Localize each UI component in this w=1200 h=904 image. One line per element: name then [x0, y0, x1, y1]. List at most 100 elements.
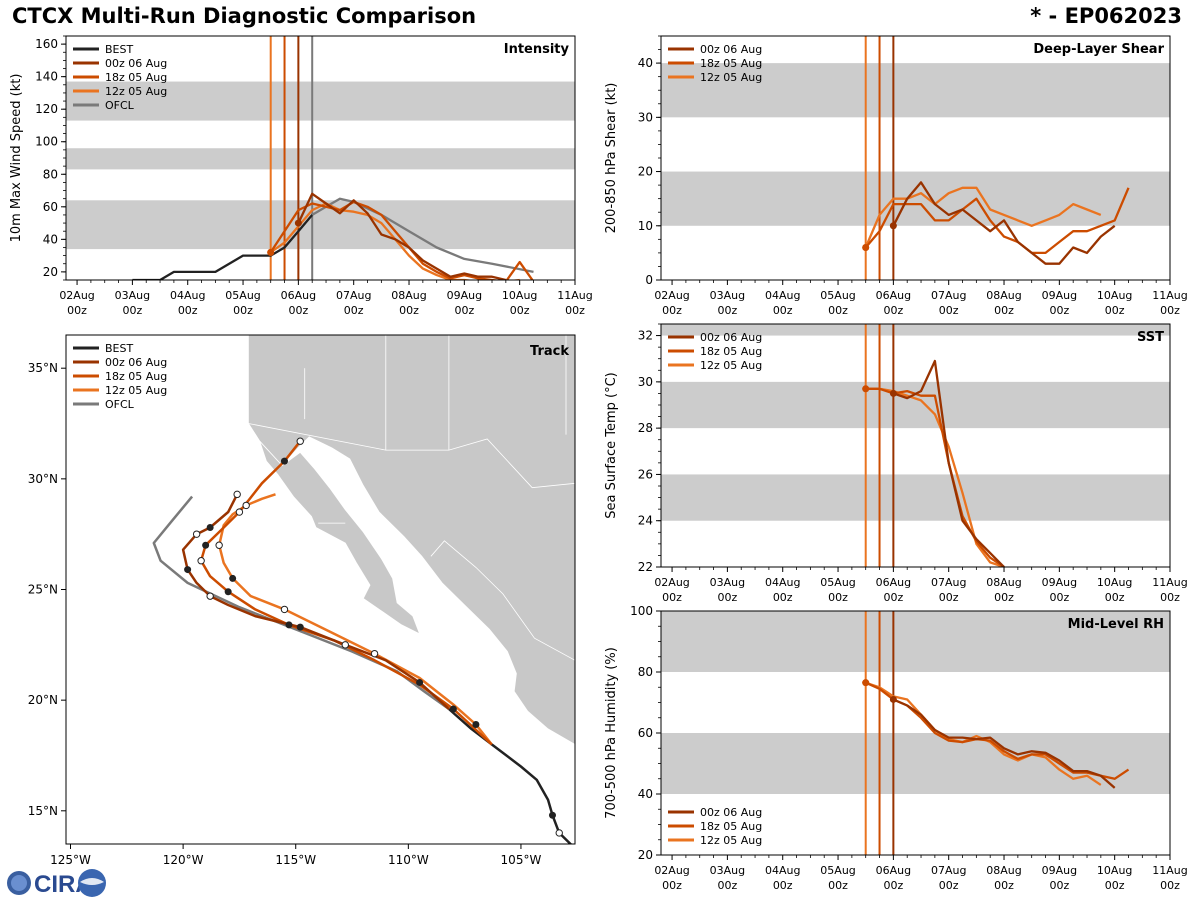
legend-entry: 18z 05 Aug — [105, 370, 167, 383]
x-tick-sublabel: 00z — [510, 304, 530, 317]
legend-entry: OFCL — [105, 398, 135, 411]
y-tick-label: 10 — [638, 219, 653, 233]
x-tick-label: 110°W — [388, 853, 429, 867]
y-axis-label: Sea Surface Temp (°C) — [604, 372, 619, 519]
y-tick-label: 26 — [638, 467, 653, 481]
legend-entry: 18z 05 Aug — [105, 71, 167, 84]
x-tick-label: 07Aug — [931, 864, 966, 877]
y-axis-label: 200-850 hPa Shear (kt) — [604, 83, 619, 234]
x-tick-sublabel: 00z — [344, 304, 364, 317]
shaded-band — [661, 324, 1170, 336]
x-tick-label: 05Aug — [820, 289, 855, 302]
series-start-point — [889, 695, 897, 703]
x-tick-label: 07Aug — [931, 289, 966, 302]
axes-frame — [660, 323, 1171, 568]
legend-entry: 00z 06 Aug — [105, 356, 167, 369]
legend-entry: BEST — [105, 43, 133, 56]
x-tick-label: 09Aug — [1042, 864, 1077, 877]
y-tick-label: 20 — [43, 265, 58, 279]
x-tick-label: 04Aug — [765, 289, 800, 302]
x-tick-sublabel: 00z — [454, 304, 474, 317]
chart-title: Track — [530, 344, 569, 359]
track-point-hollow — [215, 541, 223, 549]
track-point-filled — [416, 678, 424, 686]
chart-track: 125°W 120°W 115°W 110°W 105°W 15°N 20°N 25°N 30°… — [28, 334, 576, 867]
border-line — [430, 540, 575, 661]
x-tick-label: 105°W — [501, 853, 542, 867]
x-tick-label: 08Aug — [391, 289, 426, 302]
track-point-filled — [224, 588, 232, 596]
y-tick-label: 22 — [638, 560, 653, 574]
shaded-band — [661, 474, 1170, 521]
track-point-hollow — [280, 605, 289, 614]
x-tick-sublabel: 00z — [1160, 879, 1180, 892]
x-tick-sublabel: 00z — [828, 304, 848, 317]
chart-sst: 22 24 26 28 30 32 02Aug 00z 03Aug 00z 04Aug 00z 05Au… — [604, 323, 1188, 604]
chart-title: Intensity — [504, 42, 570, 57]
shaded-band — [661, 611, 1170, 672]
y-tick-label: 60 — [638, 726, 653, 740]
chart-rh: 20 40 60 80 100 02Aug 00z 03Aug 00z 04Aug 00z 05Aug… — [604, 604, 1188, 892]
x-tick-sublabel: 00z — [662, 591, 682, 604]
track-point-filled — [229, 574, 237, 582]
track-point-hollow — [296, 437, 304, 445]
x-tick-sublabel: 00z — [1049, 591, 1069, 604]
track-point-filled — [285, 621, 293, 629]
x-tick-label: 02Aug — [654, 576, 689, 589]
track-point-hollow — [341, 641, 349, 649]
x-tick-label: 06Aug — [876, 864, 911, 877]
x-tick-sublabel: 00z — [718, 591, 738, 604]
x-tick-sublabel: 00z — [883, 591, 903, 604]
track-point-filled — [206, 524, 214, 532]
x-tick-sublabel: 00z — [288, 304, 308, 317]
legend-entry: 18z 05 Aug — [700, 57, 762, 70]
y-tick-label: 35°N — [28, 361, 58, 375]
x-tick-label: 05Aug — [820, 576, 855, 589]
track-line — [448, 708, 573, 844]
x-tick-sublabel: 00z — [718, 304, 738, 317]
x-tick-label: 04Aug — [170, 289, 205, 302]
y-tick-label: 0 — [645, 273, 653, 287]
x-tick-sublabel: 00z — [1105, 591, 1125, 604]
y-tick-label: 40 — [638, 56, 653, 70]
plot-area — [661, 324, 1170, 567]
page-title: CTCX Multi-Run Diagnostic Comparison — [12, 4, 477, 28]
legend-entry: 00z 06 Aug — [700, 43, 762, 56]
y-tick-label: 24 — [638, 514, 653, 528]
x-tick-sublabel: 00z — [565, 304, 585, 317]
series-line — [864, 186, 1102, 248]
storm-id: * - EP062023 — [1030, 4, 1182, 28]
y-tick-label: 80 — [638, 665, 653, 679]
x-tick-label: 115°W — [275, 853, 316, 867]
chart-title: SST — [1137, 330, 1164, 345]
x-tick-label: 06Aug — [281, 289, 316, 302]
series-start-point — [862, 243, 870, 251]
x-tick-sublabel: 00z — [773, 591, 793, 604]
series-start-point — [862, 385, 870, 393]
x-tick-sublabel: 00z — [399, 304, 419, 317]
x-tick-sublabel: 00z — [994, 879, 1014, 892]
y-tick-label: 32 — [638, 329, 653, 343]
x-tick-label: 11Aug — [1152, 576, 1187, 589]
x-tick-label: 05Aug — [820, 864, 855, 877]
x-tick-sublabel: 00z — [1160, 304, 1180, 317]
track-point-hollow — [242, 501, 250, 510]
series-line — [132, 214, 314, 280]
y-tick-label: 80 — [43, 167, 58, 181]
x-tick-label: 10Aug — [1097, 289, 1132, 302]
cira-logo: CIRA — [4, 866, 108, 904]
y-tick-label: 20 — [638, 848, 653, 862]
y-tick-label: 100 — [630, 604, 653, 618]
y-axis-label: 10m Max Wind Speed (kt) — [9, 74, 24, 243]
series-start-point — [889, 389, 897, 397]
x-tick-sublabel: 00z — [1105, 879, 1125, 892]
x-tick-sublabel: 00z — [939, 591, 959, 604]
x-tick-sublabel: 00z — [1049, 879, 1069, 892]
y-tick-label: 30 — [638, 110, 653, 124]
legend-entry: 00z 06 Aug — [105, 57, 167, 70]
x-tick-sublabel: 00z — [828, 879, 848, 892]
track-point-filled — [548, 811, 556, 819]
x-tick-label: 11Aug — [1152, 289, 1187, 302]
x-tick-sublabel: 00z — [939, 304, 959, 317]
